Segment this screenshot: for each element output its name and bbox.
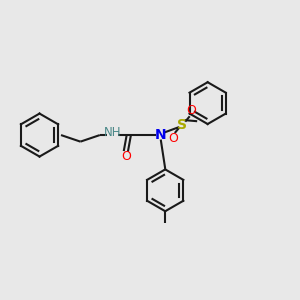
Text: O: O — [186, 104, 196, 117]
Text: S: S — [177, 118, 187, 132]
Text: O: O — [121, 150, 131, 164]
Text: NH: NH — [103, 126, 121, 139]
Text: O: O — [168, 133, 178, 146]
Text: N: N — [155, 128, 167, 142]
